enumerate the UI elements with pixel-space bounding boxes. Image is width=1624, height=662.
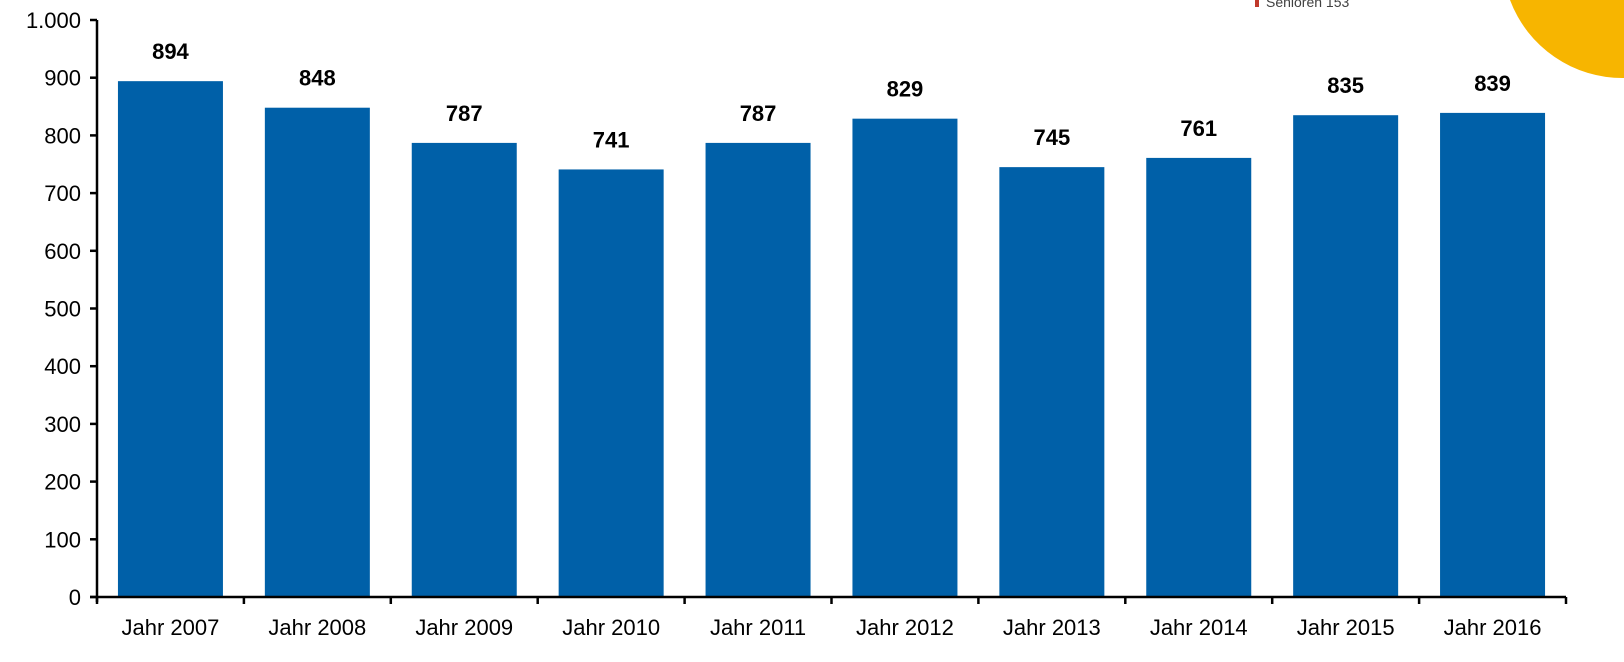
data-label: 829: [887, 77, 924, 102]
bar-jahr-2009: [411, 142, 517, 597]
data-label: 787: [446, 101, 483, 126]
bar-jahr-2008: [264, 107, 370, 597]
x-tick-label: Jahr 2016: [1444, 615, 1542, 640]
data-labels: 894 848 787 741 787 829 745 761 835 839: [152, 39, 1511, 152]
data-label: 894: [152, 39, 189, 64]
bar-jahr-2015: [1293, 115, 1399, 597]
x-tick-label: Jahr 2011: [710, 615, 806, 640]
data-label: 761: [1180, 116, 1217, 141]
y-tick-label: 0: [69, 585, 81, 610]
bar-jahr-2016: [1440, 112, 1546, 597]
annotation-marker: [1255, 0, 1259, 7]
x-tick-label: Jahr 2008: [268, 615, 366, 640]
y-tick-label: 100: [44, 527, 81, 552]
bar-jahr-2013: [999, 167, 1105, 597]
y-tick-label: 300: [44, 412, 81, 437]
y-tick-label: 600: [44, 239, 81, 264]
bar-jahr-2011: [705, 142, 811, 597]
corner-decoration: [1510, 0, 1624, 79]
data-label: 839: [1474, 71, 1511, 96]
bar-jahr-2007: [117, 81, 223, 598]
bar-jahr-2010: [558, 169, 664, 597]
annotation: Senioren 153: [1255, 0, 1350, 10]
bars: [117, 81, 1546, 598]
x-tick-label: Jahr 2015: [1297, 615, 1395, 640]
bar-jahr-2012: [852, 118, 958, 598]
data-label: 741: [593, 127, 630, 152]
x-tick-label: Jahr 2012: [856, 615, 954, 640]
x-tick-label: Jahr 2013: [1003, 615, 1101, 640]
y-tick-label: 700: [44, 181, 81, 206]
bar-jahr-2014: [1146, 157, 1252, 597]
x-tick-label: Jahr 2014: [1150, 615, 1248, 640]
x-tick-label: Jahr 2009: [415, 615, 513, 640]
data-label: 835: [1327, 73, 1364, 98]
x-axis: Jahr 2007 Jahr 2008 Jahr 2009 Jahr 2010 Jahr…: [90, 595, 1568, 640]
data-label: 848: [299, 66, 336, 91]
data-label: 787: [740, 101, 777, 126]
y-tick-label: 900: [44, 66, 81, 91]
y-tick-label: 800: [44, 123, 81, 148]
y-tick-label: 200: [44, 470, 81, 495]
x-tick-label: Jahr 2007: [122, 615, 220, 640]
annotation-text: Senioren 153: [1266, 0, 1350, 10]
data-label: 745: [1033, 125, 1070, 150]
y-tick-label: 1.000: [26, 8, 81, 33]
y-axis: 0 100 200 300 400 500 600 700 800 900 1.000: [26, 8, 99, 610]
x-tick-label: Jahr 2010: [562, 615, 660, 640]
y-tick-label: 400: [44, 354, 81, 379]
y-tick-label: 500: [44, 297, 81, 322]
